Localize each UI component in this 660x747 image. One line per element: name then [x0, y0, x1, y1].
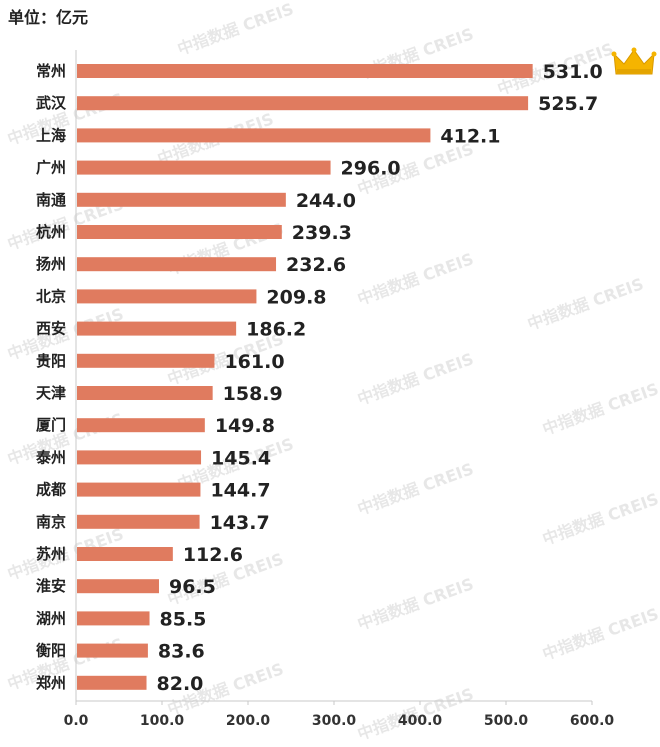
bar: [77, 579, 159, 594]
bar: [77, 128, 431, 143]
category-label: 扬州: [36, 255, 66, 273]
data-label: 232.6: [286, 254, 346, 276]
category-label: 湖州: [36, 609, 66, 627]
watermark-text: 中指数据 CREIS: [175, 0, 296, 59]
data-label: 145.4: [211, 447, 271, 469]
bar: [77, 482, 201, 497]
x-tick-label: 0.0: [64, 713, 89, 729]
x-tick-label: 500.0: [484, 713, 529, 729]
data-label: 161.0: [224, 351, 284, 373]
category-label: 泰州: [35, 448, 66, 466]
data-label: 296.0: [341, 158, 401, 180]
x-tick-label: 100.0: [140, 713, 185, 729]
bar: [77, 321, 237, 336]
category-label: 西安: [36, 320, 66, 338]
data-label: 531.0: [543, 61, 603, 83]
data-label: 158.9: [223, 383, 283, 405]
bar: [77, 289, 257, 304]
bar: [77, 643, 148, 658]
category-label: 北京: [36, 287, 66, 305]
crown-jewel: [611, 51, 617, 57]
category-label: 武汉: [36, 94, 67, 112]
category-label: 淮安: [36, 577, 66, 595]
category-label: 常州: [36, 62, 66, 80]
data-label: 144.7: [210, 480, 270, 502]
unit-label: 单位：亿元: [8, 8, 89, 27]
category-label: 郑州: [36, 674, 66, 692]
category-label: 衡阳: [36, 642, 66, 660]
watermark-text: 中指数据 CREIS: [355, 574, 476, 634]
data-label: 239.3: [292, 222, 352, 244]
category-label: 苏州: [36, 545, 66, 563]
bar: [77, 675, 147, 690]
watermark-text: 中指数据 CREIS: [355, 249, 476, 309]
bar: [77, 257, 277, 272]
x-tick-label: 300.0: [312, 713, 357, 729]
watermark-text: 中指数据 CREIS: [355, 459, 476, 519]
bar: [77, 160, 331, 175]
bar: [77, 418, 205, 433]
data-label: 209.8: [266, 286, 326, 308]
category-label: 上海: [36, 126, 66, 144]
watermark-text: 中指数据 CREIS: [540, 379, 660, 439]
watermark-text: 中指数据 CREIS: [540, 489, 660, 549]
x-tick-label: 600.0: [570, 713, 615, 729]
bar: [77, 192, 286, 207]
bar: [77, 353, 215, 368]
watermark-text: 中指数据 CREIS: [525, 274, 646, 334]
bar: [77, 514, 200, 529]
bar: [77, 386, 213, 400]
bar: [77, 611, 150, 626]
category-label: 贵阳: [36, 352, 66, 370]
category-label: 杭州: [36, 223, 66, 241]
bars-group: 常州 531.0 武汉 525.7 上海 412.1 广州 296.0 南通 244.0 杭州 239…: [35, 61, 603, 695]
category-label: 南京: [36, 513, 66, 531]
data-label: 525.7: [538, 93, 598, 115]
data-label: 186.2: [246, 319, 306, 341]
data-label: 83.6: [158, 641, 205, 663]
bar: [77, 225, 282, 239]
data-label: 82.0: [157, 673, 204, 695]
bar: [77, 96, 529, 111]
x-tick-label: 200.0: [226, 713, 271, 729]
data-label: 143.7: [210, 512, 270, 534]
x-tick-label: 400.0: [398, 713, 443, 729]
bar: [77, 450, 202, 465]
crown-jewel: [651, 51, 657, 57]
data-label: 149.8: [215, 415, 275, 437]
category-label: 广州: [36, 159, 66, 177]
data-label: 412.1: [440, 125, 500, 147]
category-label: 厦门: [36, 416, 66, 434]
crown-band: [617, 69, 651, 73]
data-label: 244.0: [296, 190, 356, 212]
bar: [77, 547, 173, 561]
category-label: 南通: [36, 191, 66, 209]
bar: [77, 64, 533, 78]
data-label: 96.5: [169, 576, 216, 598]
watermark-text: 中指数据 CREIS: [540, 604, 660, 664]
watermark-text: 中指数据 CREIS: [355, 349, 476, 409]
crown-jewel: [631, 47, 637, 53]
crown-icon: [611, 47, 657, 75]
data-label: 85.5: [160, 608, 207, 630]
x-ticks-group: 0.0 100.0 200.0 300.0 400.0 500.0 600.0: [64, 701, 615, 729]
category-label: 天津: [36, 384, 66, 402]
data-label: 112.6: [183, 544, 243, 566]
category-label: 成都: [36, 481, 66, 499]
